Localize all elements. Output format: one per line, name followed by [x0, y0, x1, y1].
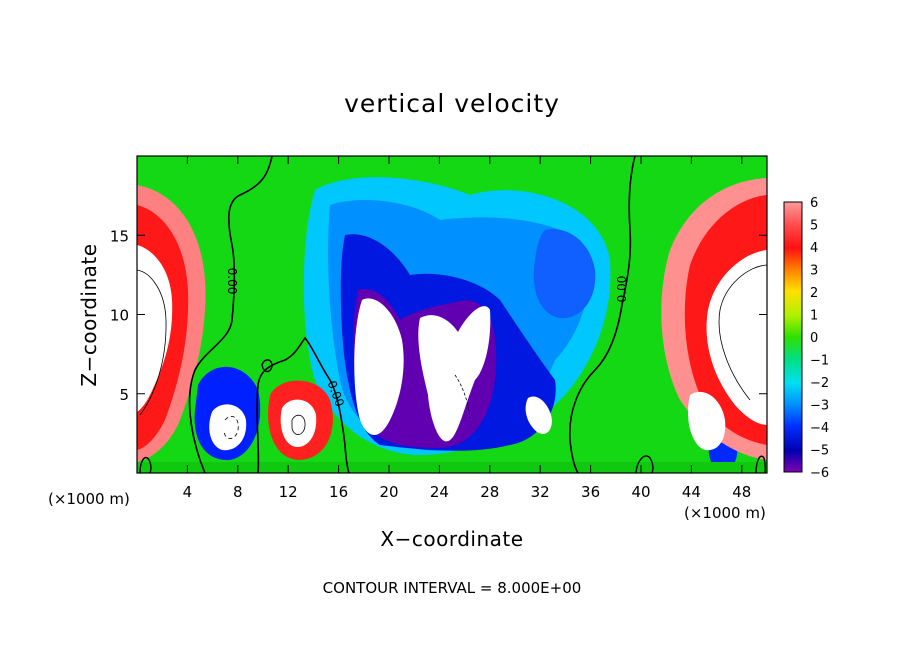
dashed-contour-center [454, 374, 471, 419]
x-tick-label: 16 [329, 483, 348, 501]
contour-interval-note: CONTOUR INTERVAL = 8.000E+00 [323, 579, 582, 597]
colorbar-ticks: 6 5 4 3 2 1 0 −1 −2 −3 −4 −5 −6 [810, 196, 829, 481]
y-tick-label: 5 [119, 386, 129, 404]
x-axis-title: X−coordinate [380, 527, 523, 551]
y-axis-title: Z−coordinate [77, 243, 101, 386]
colorbar-tick-label: −2 [810, 376, 829, 391]
colorbar-tick-label: −1 [810, 354, 829, 369]
x-tick-label: 20 [379, 483, 398, 501]
zero-contour-1 [188, 156, 273, 473]
x-tick-label: 44 [682, 483, 701, 501]
velocity-field: 0.00 0.00 0.00 [137, 156, 767, 473]
y-tick-label: 15 [110, 227, 129, 245]
colorbar-tick-label: −5 [810, 444, 829, 459]
thin-contour-center [291, 414, 306, 435]
clipped-region-2 [418, 306, 491, 442]
x-tick-label: 48 [732, 483, 751, 501]
colorbar-tick-label: 4 [810, 241, 818, 256]
colorbar-tick-label: 2 [810, 286, 818, 301]
colorbar-tick-label: 6 [810, 196, 818, 211]
x-tick-label: 36 [581, 483, 600, 501]
colorbar-tick-label: 5 [810, 219, 818, 234]
zero-contour-7 [755, 455, 766, 473]
colorbar-tick-label: 0 [810, 331, 818, 346]
zero-contour-6 [139, 456, 152, 473]
thin-contour-left [137, 269, 167, 416]
x-axis: 4 8 12 16 20 24 28 32 36 40 44 48 [183, 156, 751, 501]
x-tick-label: 12 [279, 483, 298, 501]
clipped-region-8 [687, 391, 726, 451]
x-tick-label: 28 [480, 483, 499, 501]
clipped-region-6 [280, 399, 317, 448]
dashed-contour-left [223, 416, 239, 439]
y-axis: 5 10 15 [110, 227, 767, 404]
clipped-region-4 [209, 404, 247, 451]
lower-strip [137, 462, 767, 473]
colorbar-tick-label: −6 [810, 466, 829, 481]
downdraft-region-upper [533, 229, 596, 319]
colorbar-tick-label: −3 [810, 399, 829, 414]
clipped-region-7 [706, 250, 767, 425]
colorbar [783, 201, 803, 473]
clipped-region-5 [137, 245, 173, 412]
x-tick-label: 32 [531, 483, 550, 501]
x-tick-label: 24 [430, 483, 449, 501]
zero-contour-2 [569, 156, 636, 473]
x-tick-label: 40 [631, 483, 650, 501]
colorbar-tick-label: 3 [810, 264, 818, 279]
contour-label-2: 0.00 [615, 276, 629, 303]
clipped-region-1 [354, 298, 404, 435]
zero-contour-3 [256, 336, 350, 473]
x-tick-label: 4 [183, 483, 193, 501]
colorbar-tick-label: 1 [810, 309, 818, 324]
x-unit-left: (×1000 m) [48, 490, 130, 508]
thin-contour-right [718, 264, 767, 401]
zero-contour-5 [635, 455, 654, 473]
zero-contour-4 [261, 359, 273, 373]
x-unit-right: (×1000 m) [684, 504, 766, 522]
x-tick-label: 8 [233, 483, 243, 501]
clipped-region-3 [525, 396, 552, 434]
contour-label-1: 0.00 [225, 268, 239, 295]
y-tick-label: 10 [110, 307, 129, 325]
colorbar-tick-label: −4 [810, 421, 829, 436]
chart-title: vertical velocity [344, 89, 560, 118]
